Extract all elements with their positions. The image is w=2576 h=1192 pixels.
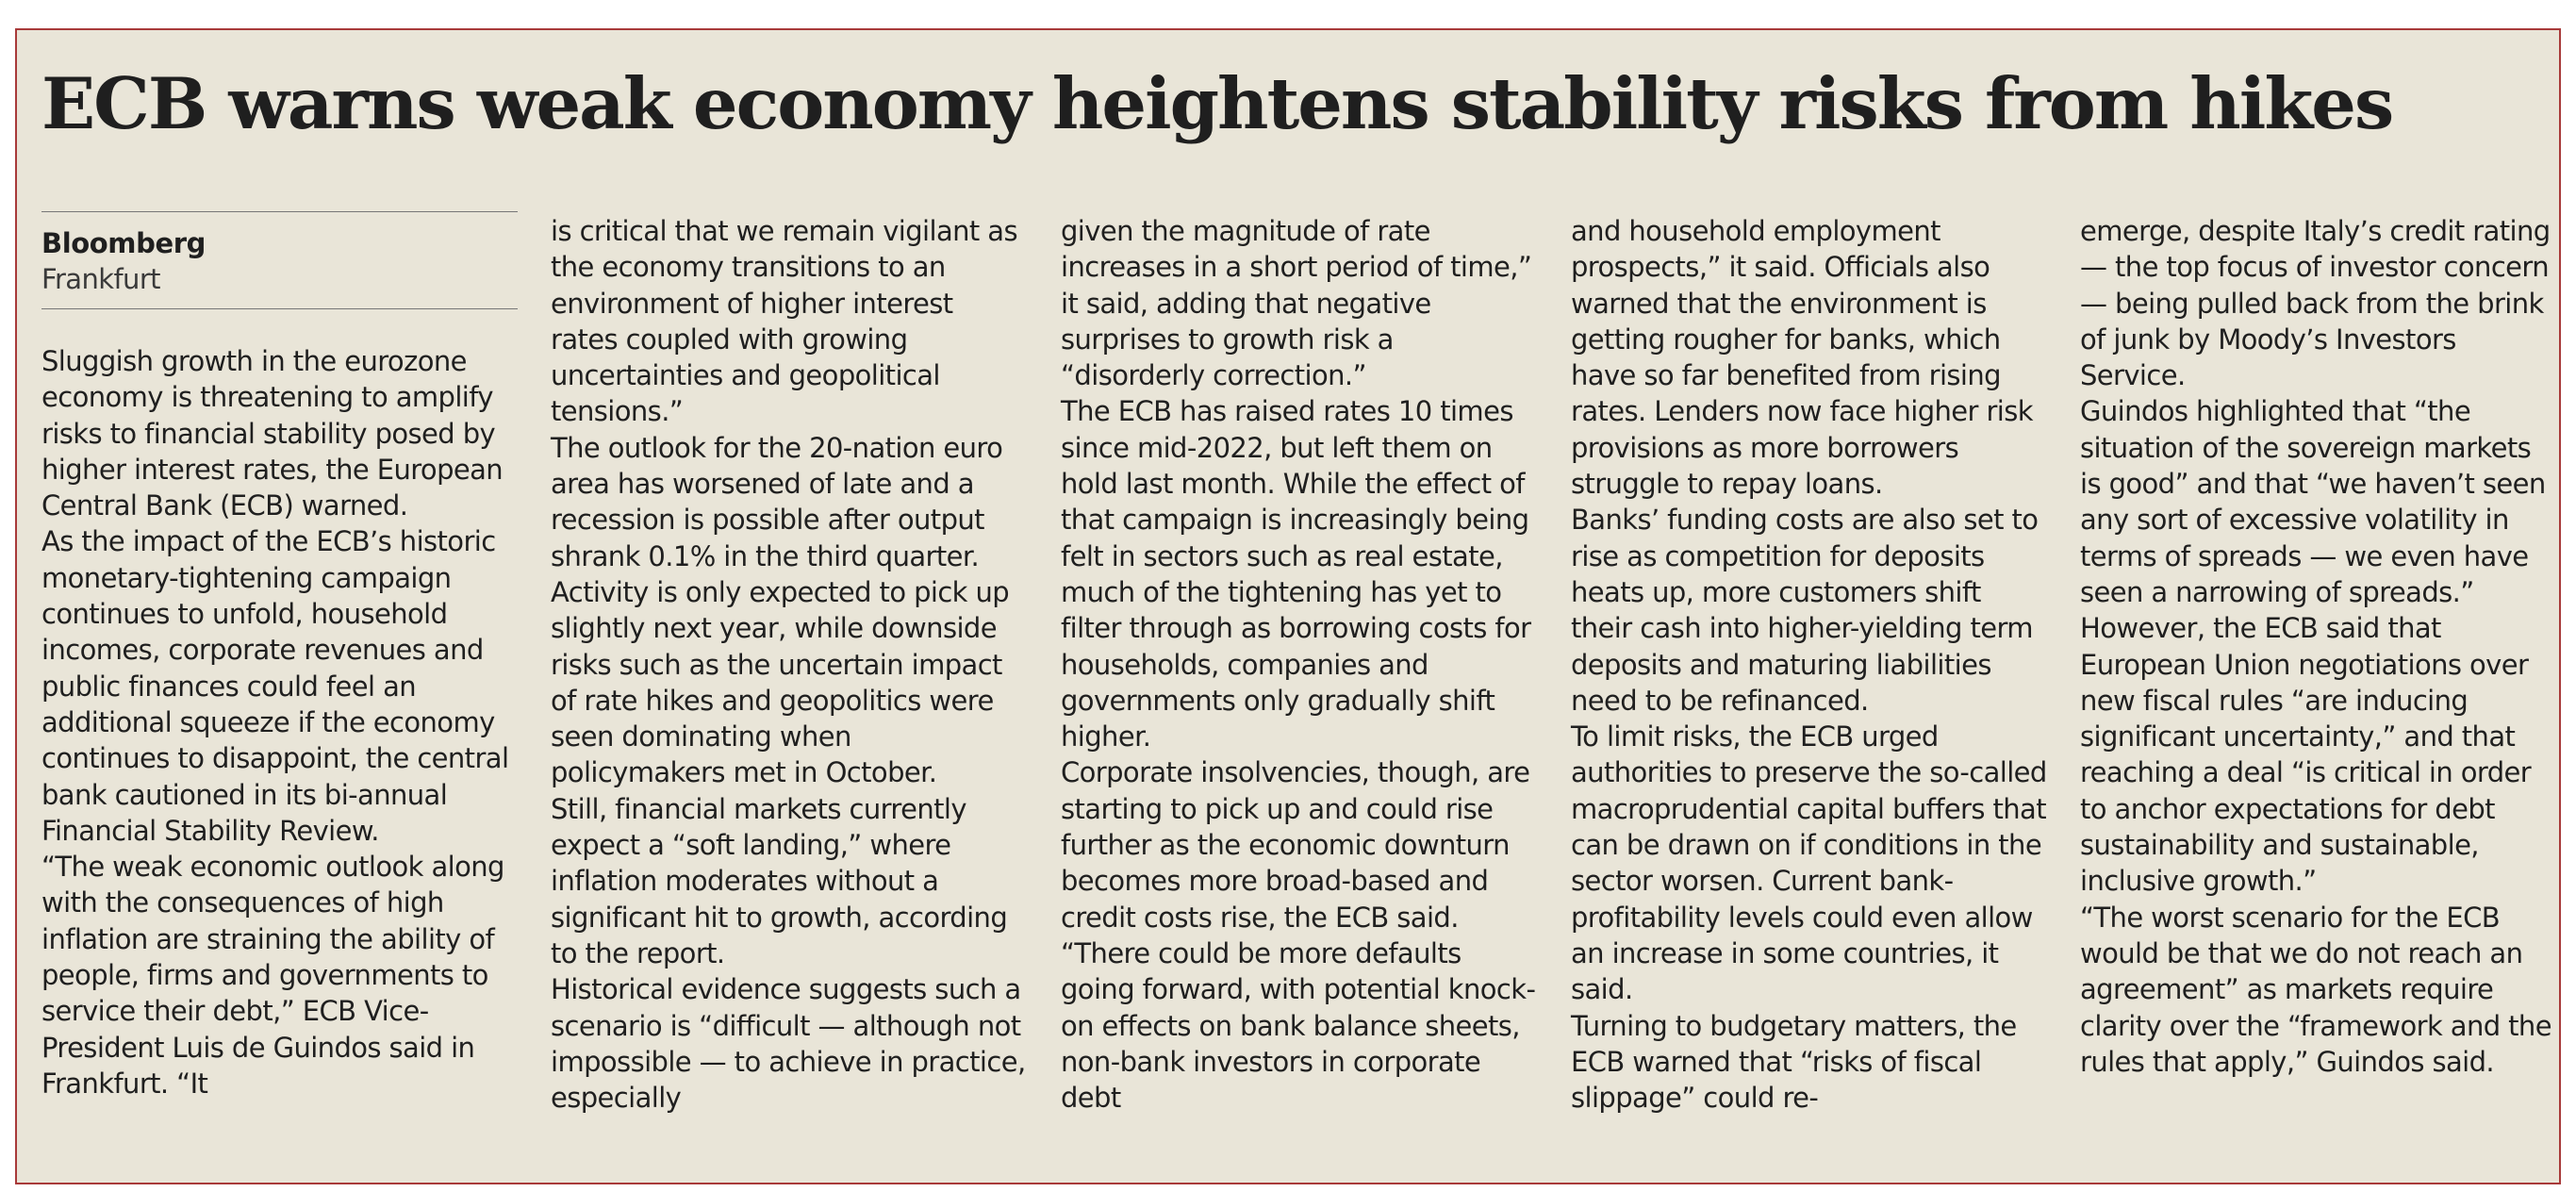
news-article: ECB warns weak economy heightens stabili… xyxy=(15,28,2561,1184)
byline-location: Frankfurt xyxy=(41,263,161,295)
paragraph: The outlook for the 20-nation euro area … xyxy=(551,431,1003,572)
paragraph: To limit risks, the ECB urged authoritie… xyxy=(1571,720,2047,1006)
paragraph: However, the ECB said that European Unio… xyxy=(2080,612,2532,898)
paragraph: emerge, despite Italy’s credit rating — … xyxy=(2080,215,2551,392)
paragraph: The ECB has raised rates 10 times since … xyxy=(1061,395,1531,753)
paragraph: Still, financial markets currently expec… xyxy=(551,792,1008,969)
column-2: is critical that we remain vigilant as t… xyxy=(551,213,1027,1116)
paragraph: “There could be more defaults going forw… xyxy=(1061,936,1536,1115)
paragraph: Sluggish growth in the eurozone economy … xyxy=(41,345,504,522)
paragraph: Activity is only expected to pick up sli… xyxy=(551,575,1010,789)
column-1: Bloomberg Frankfurt Sluggish growth in t… xyxy=(41,181,518,1101)
paragraph: “The weak economic outlook along with th… xyxy=(41,851,504,1100)
article-headline: ECB warns weak economy heightens stabili… xyxy=(41,62,2394,145)
column-4: and household employment prospects,” it … xyxy=(1571,213,2047,1116)
byline-source: Bloomberg xyxy=(41,227,206,259)
paragraph: Guindos highlighted that “the situation … xyxy=(2080,395,2546,608)
paragraph: Banks’ funding costs are also set to ris… xyxy=(1571,504,2039,717)
paragraph: and household employment prospects,” it … xyxy=(1571,215,2034,501)
column-3: given the magnitude of rate increases in… xyxy=(1061,213,1537,1116)
byline: Bloomberg Frankfurt xyxy=(41,211,518,309)
paragraph: Corporate insolvencies, though, are star… xyxy=(1061,756,1530,934)
paragraph: “The worst scenario for the ECB would be… xyxy=(2080,901,2552,1078)
paragraph: As the impact of the ECB’s historic mone… xyxy=(41,525,509,847)
paragraph: Turning to budgetary matters, the ECB wa… xyxy=(1571,1009,2017,1115)
paragraph: is critical that we remain vigilant as t… xyxy=(551,215,1018,428)
paragraph: Historical evidence suggests such a scen… xyxy=(551,973,1026,1115)
column-5: emerge, despite Italy’s credit rating — … xyxy=(2080,213,2556,1080)
paragraph: given the magnitude of rate increases in… xyxy=(1061,215,1532,392)
